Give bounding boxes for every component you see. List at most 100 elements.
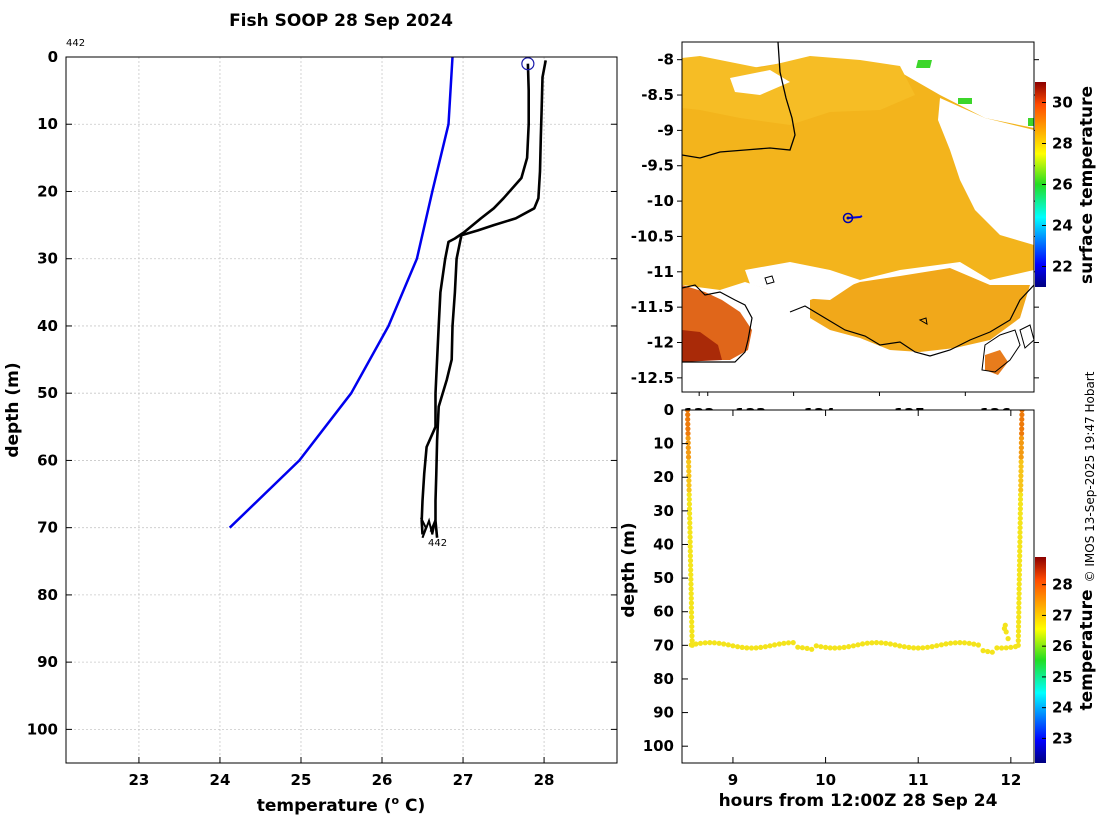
section-point: [1015, 623, 1022, 630]
section-point: [685, 445, 691, 451]
section-point: [850, 643, 857, 649]
section-point: [1018, 454, 1024, 460]
section-y-tick-label: 80: [653, 670, 674, 688]
map-y-tick-label: -8: [657, 51, 674, 69]
section-colorbar-tick-label: 23: [1052, 729, 1073, 747]
section-point: [688, 595, 694, 601]
section-point: [688, 562, 694, 568]
cruise-position-dot: [846, 216, 850, 220]
map-x-tick-label: 126: [980, 405, 1011, 423]
section-point: [1018, 492, 1024, 498]
profile-grid: [66, 56, 617, 763]
section-panel: 9 10 11 12 0 10 20 30 40 50 60 70 80 90 100 hours from…: [619, 401, 1097, 811]
section-point: [1017, 553, 1023, 559]
profile-bottom-wiggle: [420, 517, 437, 539]
section-y-tick-label: 50: [653, 569, 674, 587]
cloud-gap-northeast: [905, 42, 1034, 105]
map-colorbar-tick-label: 24: [1052, 217, 1073, 235]
section-point: [1016, 609, 1022, 616]
section-point: [1016, 562, 1023, 568]
section-point: [929, 644, 935, 650]
section-point: [1018, 463, 1024, 470]
section-point: [1016, 600, 1022, 606]
section-point: [869, 640, 875, 646]
section-point: [1017, 539, 1023, 545]
section-point: [1017, 501, 1024, 507]
section-point: [846, 644, 852, 650]
map-colorbar-tick-label: 22: [1052, 258, 1073, 276]
section-point: [687, 520, 693, 526]
section-ticks: 9 10 11 12 0 10 20 30 40 50 60 70 80 90 100: [643, 401, 1022, 789]
map-field: [682, 42, 1034, 375]
coastline-islands: [764, 275, 1034, 373]
section-point: [687, 539, 693, 545]
section-y-tick-label: 0: [664, 401, 674, 419]
section-y-tick-label: 30: [653, 502, 674, 520]
section-point: [961, 640, 968, 646]
section-x-tick-label: 10: [815, 771, 836, 789]
section-y-axis-label: depth (m): [619, 522, 639, 617]
section-point: [1017, 543, 1023, 550]
section-point: [685, 416, 691, 422]
cloud-gap-north: [730, 70, 790, 95]
section-point: [688, 581, 694, 587]
section-point: [1015, 633, 1022, 639]
section-point: [1019, 412, 1025, 418]
section-point: [687, 543, 693, 550]
sst-field-hot-corner: [682, 330, 722, 362]
section-point: [790, 640, 796, 646]
section-point: [952, 640, 958, 646]
map-y-tick-label: -9.5: [641, 157, 674, 175]
section-point: [836, 645, 843, 651]
section-point: [686, 501, 693, 507]
sst-field-north: [682, 56, 915, 125]
profile-y-tick-label: 0: [48, 48, 58, 66]
section-point: [809, 646, 815, 652]
section-point: [685, 421, 691, 427]
sst-field-patch: [985, 350, 1008, 375]
section-y-tick-label: 40: [653, 535, 674, 553]
section-point: [832, 645, 838, 651]
section-point: [689, 614, 695, 620]
section-colorbar-tick-label: 26: [1052, 637, 1073, 655]
coastline-south-east: [789, 284, 1034, 357]
profile-y-axis-label: depth (m): [3, 362, 23, 457]
section-point: [685, 440, 691, 446]
section-point: [823, 644, 829, 651]
section-points: [685, 410, 1025, 655]
map-y-tick-label: -12: [647, 334, 674, 352]
section-point: [781, 640, 787, 646]
profile-series: [228, 57, 547, 539]
section-point: [688, 576, 694, 583]
map-colorbar-tick-label: 30: [1052, 94, 1073, 112]
section-point: [1016, 619, 1022, 625]
cloud-gap-south: [745, 262, 860, 300]
map-colorbar: [1035, 82, 1046, 287]
section-point: [689, 638, 695, 644]
section-point: [1017, 515, 1023, 521]
section-point: [686, 463, 692, 470]
section-x-tick-label: 12: [1000, 771, 1021, 789]
section-point: [841, 644, 847, 651]
credit-text: © IMOS 13-Sep-2025 19:47 Hobart: [1083, 371, 1097, 582]
section-point: [989, 649, 995, 655]
section-point: [688, 572, 694, 578]
profile-bottom-label: 442: [428, 538, 447, 549]
section-point: [687, 534, 693, 540]
profile-x-tick-label: 23: [128, 771, 149, 789]
section-point: [1018, 459, 1024, 465]
section-point: [818, 644, 824, 650]
section-point: [911, 645, 917, 651]
section-point: [1016, 576, 1022, 583]
section-point: [686, 496, 692, 502]
profile-ticks: 23 24 25 26 27 28 0 10 20 30 40 50 60 70 80 90 100: [27, 48, 617, 789]
section-point: [776, 641, 782, 647]
section-point: [1018, 482, 1024, 488]
section-point: [687, 548, 693, 554]
section-point: [688, 591, 694, 597]
section-point: [804, 645, 810, 652]
section-point: [1003, 645, 1009, 651]
map-y-tick-label: -9: [657, 121, 674, 139]
profile-axes-box: [65, 56, 618, 764]
section-point: [686, 459, 692, 465]
